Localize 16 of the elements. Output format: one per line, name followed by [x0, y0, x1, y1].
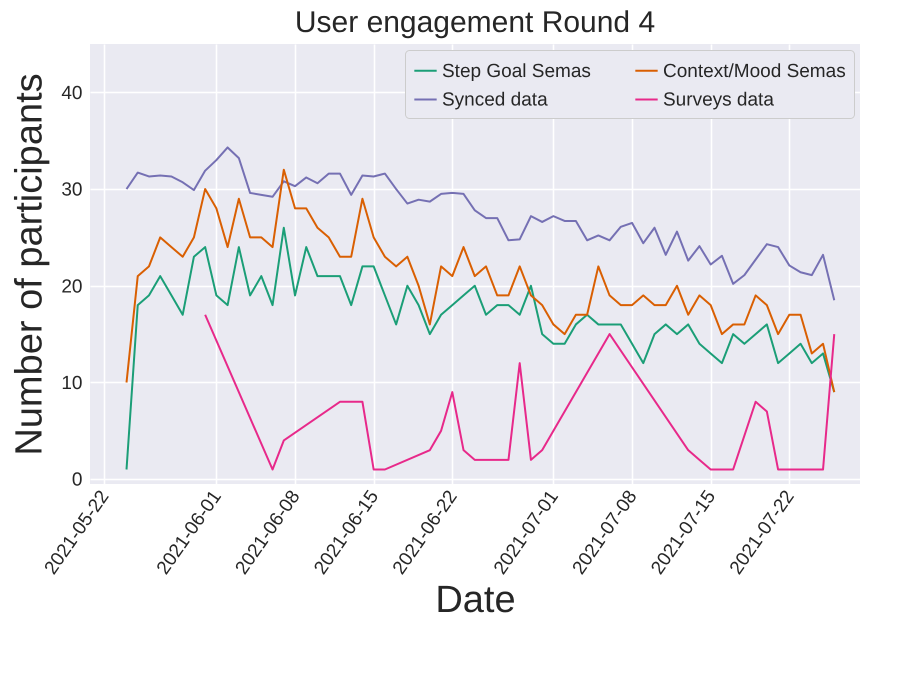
y-tick-label: 30	[61, 180, 82, 201]
y-tick-label: 40	[61, 82, 82, 104]
chart-title: User engagement Round 4	[294, 6, 656, 39]
legend-label: Step Goal Semas	[442, 60, 591, 82]
legend-label: Context/Mood Semas	[663, 60, 846, 82]
x-axis-title: Date	[435, 578, 516, 621]
line-series	[126, 168, 836, 394]
y-axis-title: Number of participants	[8, 73, 50, 456]
line-series	[126, 146, 836, 302]
legend-label: Synced data	[442, 90, 548, 110]
y-tick-label: 0	[72, 470, 82, 491]
line-series	[204, 314, 836, 470]
line-series	[126, 226, 836, 470]
legend-label: Surveys data	[663, 90, 774, 110]
y-tick-label: 20	[61, 276, 82, 298]
y-tick-label: 10	[61, 372, 82, 394]
